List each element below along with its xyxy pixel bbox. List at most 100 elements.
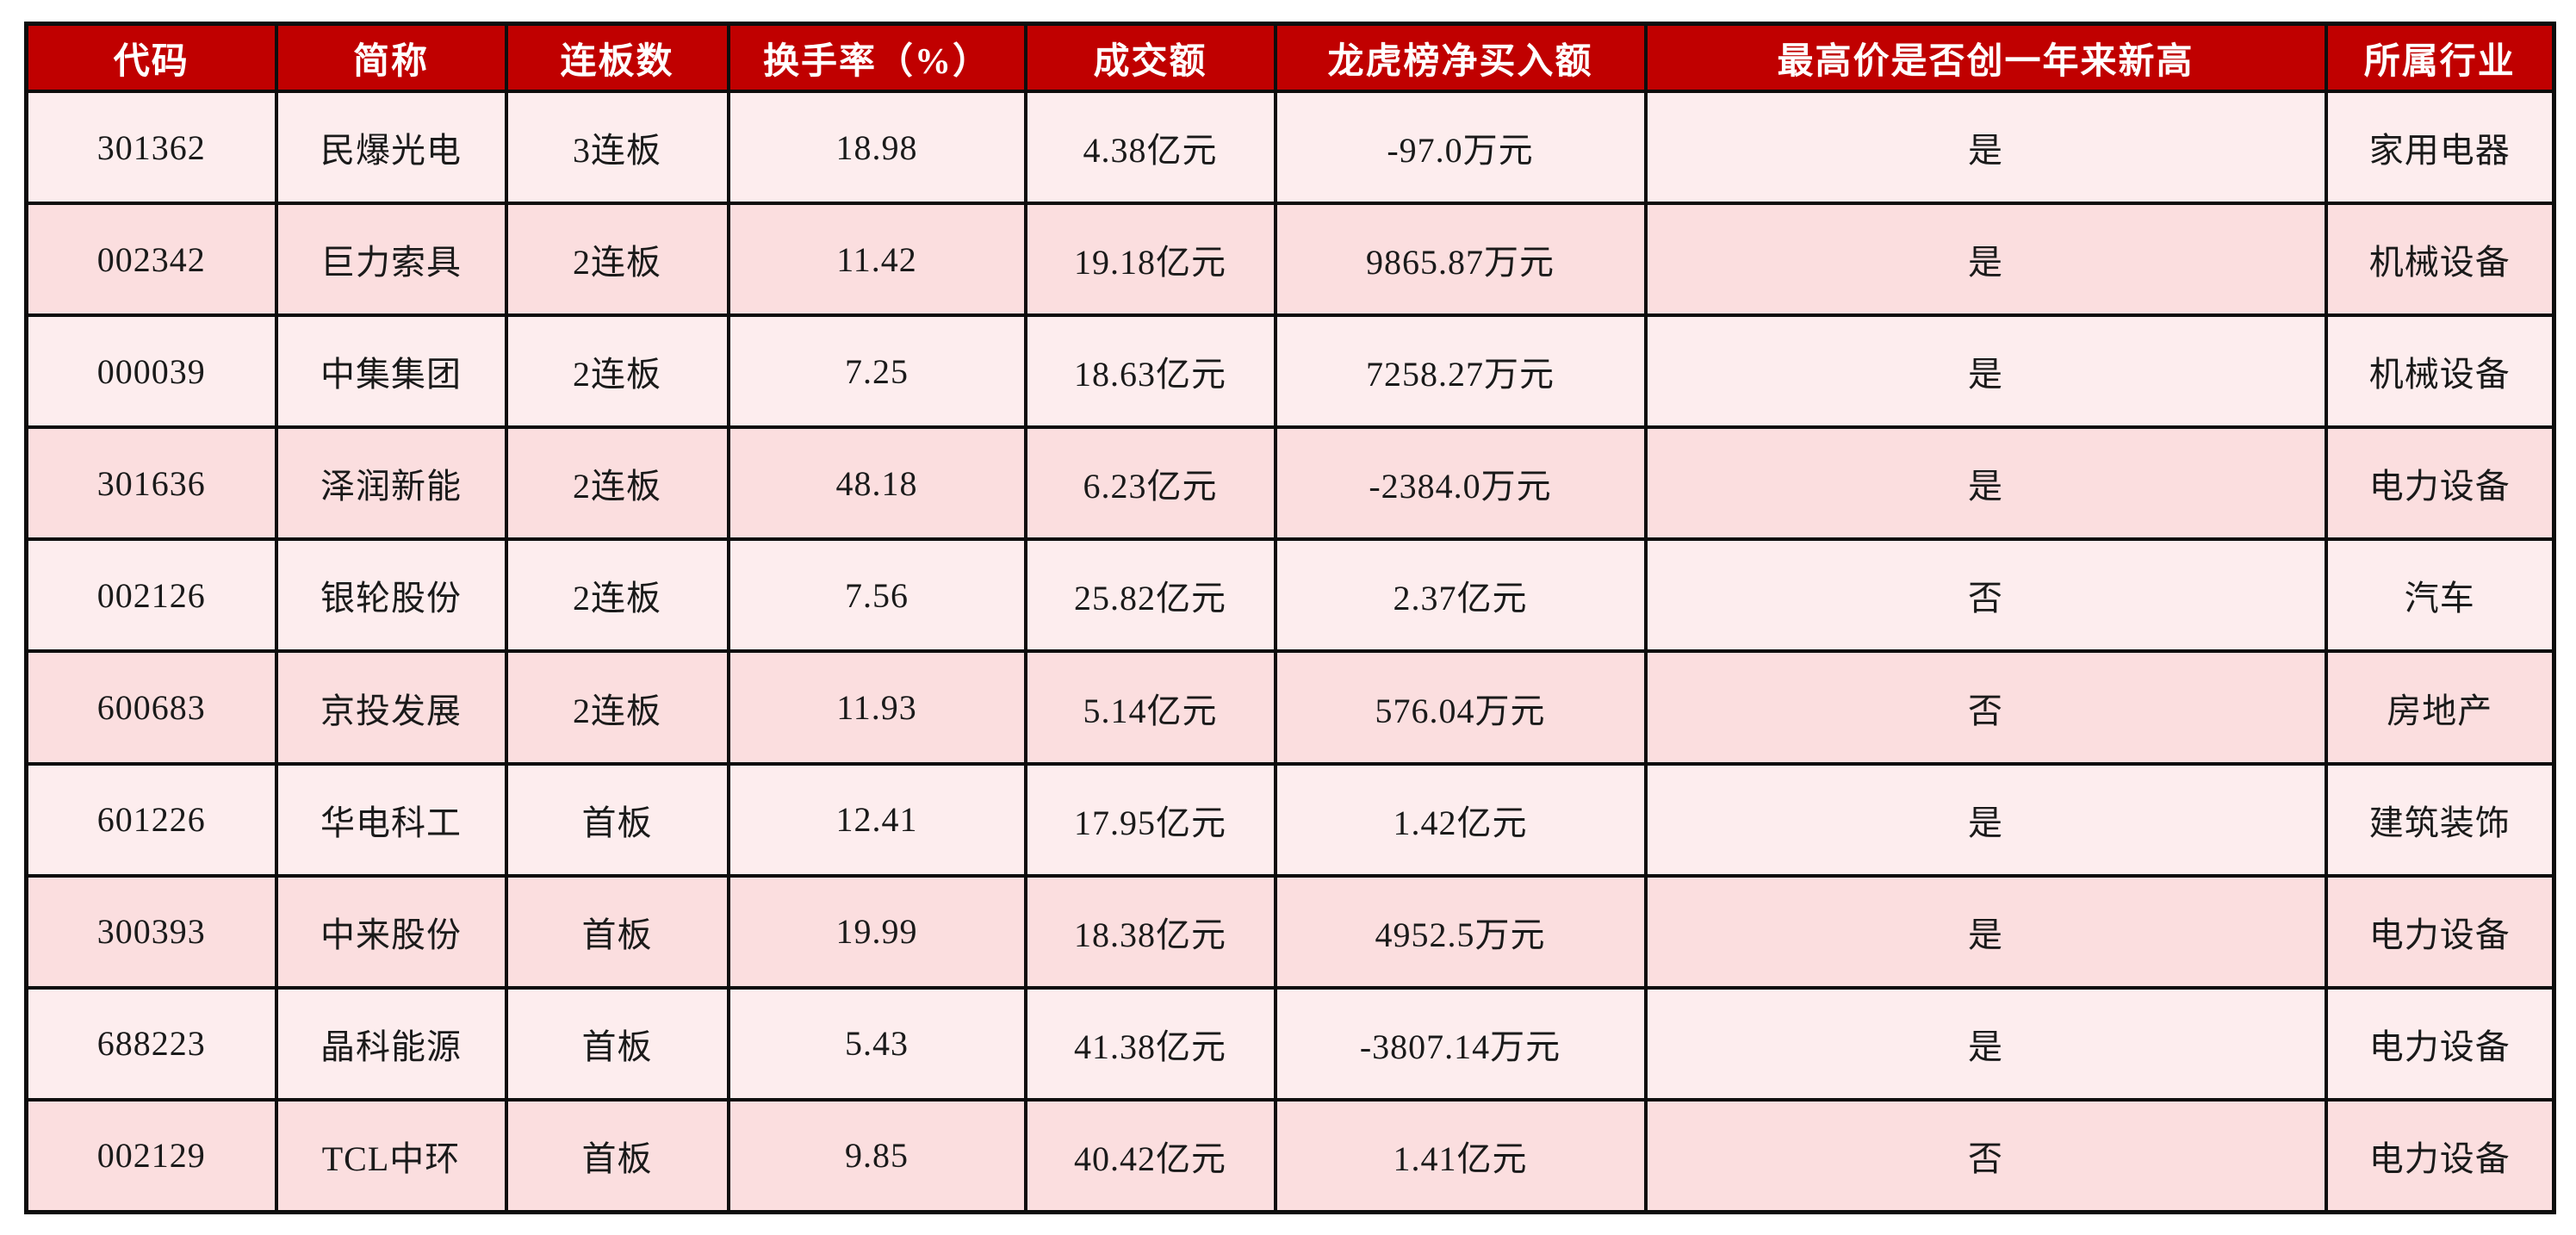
cell-industry: 电力设备 [2324, 873, 2556, 990]
cell-boards: 首板 [504, 761, 730, 878]
cell-new-high: 否 [1643, 537, 2328, 654]
cell-new-high: 是 [1643, 313, 2328, 430]
cell-boards: 2连板 [504, 649, 730, 766]
cell-turnover-rate: 9.85 [726, 1097, 1027, 1214]
cell-lhb-net-buy: 1.42亿元 [1273, 761, 1648, 878]
header-row: 代码 简称 连板数 换手率（%） 成交额 龙虎榜净买入额 最高价是否创一年来新高… [24, 22, 2556, 93]
column-header-new-high: 最高价是否创一年来新高 [1643, 22, 2328, 93]
column-header-boards: 连板数 [504, 22, 730, 93]
cell-amount: 6.23亿元 [1023, 425, 1277, 542]
cell-industry: 电力设备 [2324, 1097, 2556, 1214]
cell-turnover-rate: 12.41 [726, 761, 1027, 878]
cell-lhb-net-buy: 2.37亿元 [1273, 537, 1648, 654]
cell-lhb-net-buy: -2384.0万元 [1273, 425, 1648, 542]
cell-lhb-net-buy: 4952.5万元 [1273, 873, 1648, 990]
cell-turnover-rate: 7.25 [726, 313, 1027, 430]
cell-code: 002342 [24, 202, 278, 318]
cell-boards: 2连板 [504, 537, 730, 654]
cell-lhb-net-buy: 576.04万元 [1273, 649, 1648, 766]
table-row: 002126 银轮股份 2连板 7.56 25.82亿元 2.37亿元 否 汽车 [24, 537, 2556, 654]
cell-lhb-net-buy: 1.41亿元 [1273, 1097, 1648, 1214]
table-row: 300393 中来股份 首板 19.99 18.38亿元 4952.5万元 是 … [24, 873, 2556, 990]
cell-name: 民爆光电 [274, 89, 508, 206]
cell-name: 泽润新能 [274, 425, 508, 542]
cell-code: 601226 [24, 761, 278, 878]
cell-amount: 17.95亿元 [1023, 761, 1277, 878]
cell-industry: 电力设备 [2324, 985, 2556, 1102]
cell-name: 京投发展 [274, 649, 508, 766]
table-body: 301362 民爆光电 3连板 18.98 4.38亿元 -97.0万元 是 家… [24, 89, 2556, 1214]
cell-boards: 2连板 [504, 425, 730, 542]
cell-boards: 首板 [504, 985, 730, 1102]
cell-new-high: 是 [1643, 425, 2328, 542]
cell-boards: 首板 [504, 1097, 730, 1214]
cell-turnover-rate: 19.99 [726, 873, 1027, 990]
column-header-code: 代码 [24, 22, 278, 93]
cell-industry: 汽车 [2324, 537, 2556, 654]
cell-industry: 房地产 [2324, 649, 2556, 766]
cell-boards: 2连板 [504, 313, 730, 430]
cell-code: 002129 [24, 1097, 278, 1214]
cell-name: 中集集团 [274, 313, 508, 430]
cell-lhb-net-buy: 9865.87万元 [1273, 202, 1648, 318]
cell-new-high: 否 [1643, 649, 2328, 766]
cell-code: 000039 [24, 313, 278, 430]
cell-new-high: 否 [1643, 1097, 2328, 1214]
cell-amount: 40.42亿元 [1023, 1097, 1277, 1214]
cell-new-high: 是 [1643, 873, 2328, 990]
cell-code: 002126 [24, 537, 278, 654]
cell-boards: 2连板 [504, 202, 730, 318]
cell-name: 巨力索具 [274, 202, 508, 318]
cell-code: 688223 [24, 985, 278, 1102]
cell-new-high: 是 [1643, 89, 2328, 206]
cell-amount: 5.14亿元 [1023, 649, 1277, 766]
table-row: 002129 TCL中环 首板 9.85 40.42亿元 1.41亿元 否 电力… [24, 1097, 2556, 1214]
cell-boards: 3连板 [504, 89, 730, 206]
table-row: 301362 民爆光电 3连板 18.98 4.38亿元 -97.0万元 是 家… [24, 89, 2556, 206]
cell-new-high: 是 [1643, 202, 2328, 318]
table-header: 代码 简称 连板数 换手率（%） 成交额 龙虎榜净买入额 最高价是否创一年来新高… [24, 22, 2556, 93]
cell-boards: 首板 [504, 873, 730, 990]
cell-amount: 18.38亿元 [1023, 873, 1277, 990]
column-header-turnover-rate: 换手率（%） [726, 22, 1027, 93]
table-row: 002342 巨力索具 2连板 11.42 19.18亿元 9865.87万元 … [24, 202, 2556, 318]
cell-name: 银轮股份 [274, 537, 508, 654]
cell-turnover-rate: 11.42 [726, 202, 1027, 318]
table-row: 301636 泽润新能 2连板 48.18 6.23亿元 -2384.0万元 是… [24, 425, 2556, 542]
cell-name: 晶科能源 [274, 985, 508, 1102]
stock-limit-up-table: 代码 简称 连板数 换手率（%） 成交额 龙虎榜净买入额 最高价是否创一年来新高… [24, 22, 2556, 1214]
table-row: 600683 京投发展 2连板 11.93 5.14亿元 576.04万元 否 … [24, 649, 2556, 766]
stock-table-container: 代码 简称 连板数 换手率（%） 成交额 龙虎榜净买入额 最高价是否创一年来新高… [24, 22, 2556, 1214]
table-row: 688223 晶科能源 首板 5.43 41.38亿元 -3807.14万元 是… [24, 985, 2556, 1102]
cell-turnover-rate: 11.93 [726, 649, 1027, 766]
cell-amount: 18.63亿元 [1023, 313, 1277, 430]
cell-industry: 电力设备 [2324, 425, 2556, 542]
cell-code: 301362 [24, 89, 278, 206]
cell-industry: 机械设备 [2324, 202, 2556, 318]
cell-turnover-rate: 18.98 [726, 89, 1027, 206]
column-header-industry: 所属行业 [2324, 22, 2556, 93]
column-header-name: 简称 [274, 22, 508, 93]
table-row: 601226 华电科工 首板 12.41 17.95亿元 1.42亿元 是 建筑… [24, 761, 2556, 878]
cell-turnover-rate: 5.43 [726, 985, 1027, 1102]
cell-new-high: 是 [1643, 985, 2328, 1102]
cell-turnover-rate: 7.56 [726, 537, 1027, 654]
cell-lhb-net-buy: -97.0万元 [1273, 89, 1648, 206]
cell-amount: 4.38亿元 [1023, 89, 1277, 206]
cell-name: TCL中环 [274, 1097, 508, 1214]
cell-new-high: 是 [1643, 761, 2328, 878]
cell-industry: 家用电器 [2324, 89, 2556, 206]
cell-code: 301636 [24, 425, 278, 542]
cell-code: 300393 [24, 873, 278, 990]
column-header-amount: 成交额 [1023, 22, 1277, 93]
cell-name: 华电科工 [274, 761, 508, 878]
cell-name: 中来股份 [274, 873, 508, 990]
cell-industry: 建筑装饰 [2324, 761, 2556, 878]
cell-amount: 19.18亿元 [1023, 202, 1277, 318]
cell-lhb-net-buy: 7258.27万元 [1273, 313, 1648, 430]
cell-industry: 机械设备 [2324, 313, 2556, 430]
cell-amount: 25.82亿元 [1023, 537, 1277, 654]
column-header-lhb-net-buy: 龙虎榜净买入额 [1273, 22, 1648, 93]
cell-turnover-rate: 48.18 [726, 425, 1027, 542]
cell-lhb-net-buy: -3807.14万元 [1273, 985, 1648, 1102]
